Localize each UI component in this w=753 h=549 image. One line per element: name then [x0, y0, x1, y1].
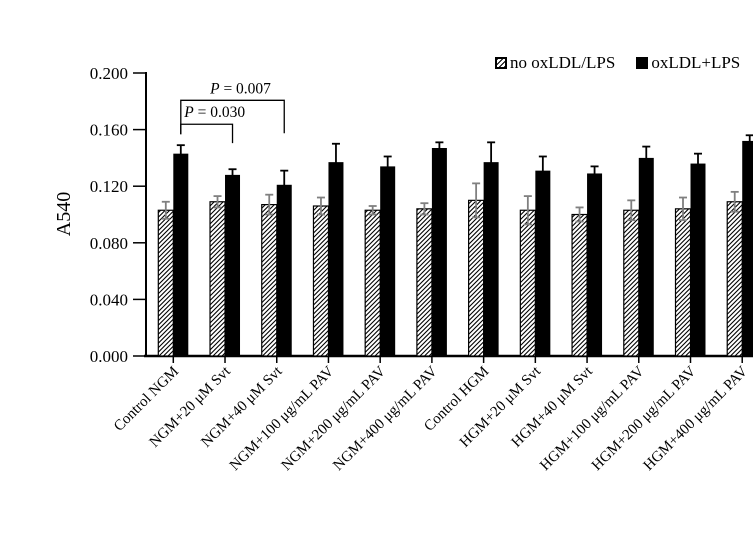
bar-no-oxldl-lps [623, 209, 640, 357]
error-bar [745, 134, 753, 143]
x-category-label: HGM+100 μg/mL PAV [537, 363, 648, 474]
annotation-bracket [180, 123, 234, 144]
error-bar [679, 196, 687, 222]
bar-no-oxldl-lps [726, 201, 743, 357]
error-bar [161, 200, 170, 220]
bar-no-oxldl-lps [571, 213, 588, 357]
error-bar [265, 193, 274, 216]
legend-label-oxldl-lps: oxLDL+LPS [651, 53, 741, 72]
error-bar [435, 141, 444, 150]
error-bar [472, 182, 481, 219]
bar-oxldl-lps [535, 170, 551, 356]
bar-no-oxldl-lps [468, 199, 485, 357]
x-category-label: HGM+200 μg/mL PAV [589, 363, 700, 474]
bar-oxldl-lps [690, 163, 706, 356]
bar-oxldl-lps [328, 162, 344, 356]
error-bar [487, 141, 496, 165]
bar-no-oxldl-lps [674, 208, 692, 357]
x-category-label: NGM+100 μg/mL PAV [227, 363, 338, 474]
error-bar [280, 169, 289, 187]
bar-chart-figure: 0.000 0.040 0.080 0.120 0.160 0.200 A540 Contro… [40, 16, 753, 533]
y-tick-label: 0.120 [90, 177, 128, 196]
bar-oxldl-lps [431, 147, 447, 356]
error-bar [590, 165, 599, 176]
annotation-label: P = 0.030 [183, 104, 245, 121]
bar-no-oxldl-lps [312, 205, 330, 357]
annotation-label: P = 0.007 [209, 80, 271, 97]
bar-oxldl-lps [225, 174, 241, 356]
error-bar [316, 196, 325, 216]
bar-no-oxldl-lps [209, 201, 226, 357]
x-category-label: NGM+400 μg/mL PAV [330, 363, 441, 474]
error-bar [523, 195, 532, 226]
bar-oxldl-lps [483, 162, 499, 356]
chart-legend: no oxLDL/LPS oxLDL+LPS [495, 53, 740, 73]
error-bar [575, 206, 584, 223]
error-bar [627, 199, 636, 222]
error-bar [730, 190, 739, 213]
annotation-bracket [180, 99, 285, 135]
error-bar [176, 144, 185, 156]
legend-swatch-hatched-icon [495, 57, 507, 69]
bar-oxldl-lps [587, 173, 603, 356]
y-axis-title: A540 [53, 192, 75, 236]
bar-no-oxldl-lps [519, 209, 536, 357]
bar-oxldl-lps [742, 140, 753, 356]
legend-item-no-oxldl-lps: no oxLDL/LPS [495, 53, 615, 73]
error-bar [368, 205, 377, 216]
error-bar [228, 168, 237, 177]
legend-swatch-solid-icon [636, 57, 649, 69]
y-tick-label: 0.200 [90, 64, 128, 83]
error-bar [420, 202, 429, 216]
bar-oxldl-lps [276, 184, 292, 356]
error-bar [694, 152, 702, 166]
legend-label-no-oxldl-lps: no oxLDL/LPS [510, 53, 616, 72]
error-bar [642, 145, 651, 160]
x-category-label: HGM+400 μg/mL PAV [641, 363, 752, 474]
chart-plot-svg: 0.0000.0400.0800.1200.1600.200A540Contro… [53, 64, 753, 474]
y-tick-label: 0.000 [90, 347, 128, 366]
bar-oxldl-lps [638, 157, 654, 356]
y-tick-label: 0.040 [90, 290, 128, 309]
x-category-label: NGM+200 μg/mL PAV [279, 363, 390, 474]
error-bar [383, 155, 392, 169]
bar-no-oxldl-lps [364, 209, 381, 357]
bar-no-oxldl-lps [157, 209, 174, 357]
y-tick-label: 0.160 [90, 121, 128, 140]
error-bar [331, 142, 340, 165]
error-bar [213, 195, 222, 209]
error-bar [538, 155, 547, 173]
y-tick-label: 0.080 [90, 234, 128, 253]
legend-item-oxldl-lps: oxLDL+LPS [636, 53, 740, 73]
bar-oxldl-lps [173, 153, 189, 356]
bar-oxldl-lps [380, 166, 396, 356]
bar-no-oxldl-lps [261, 203, 278, 357]
bar-no-oxldl-lps [416, 208, 433, 357]
